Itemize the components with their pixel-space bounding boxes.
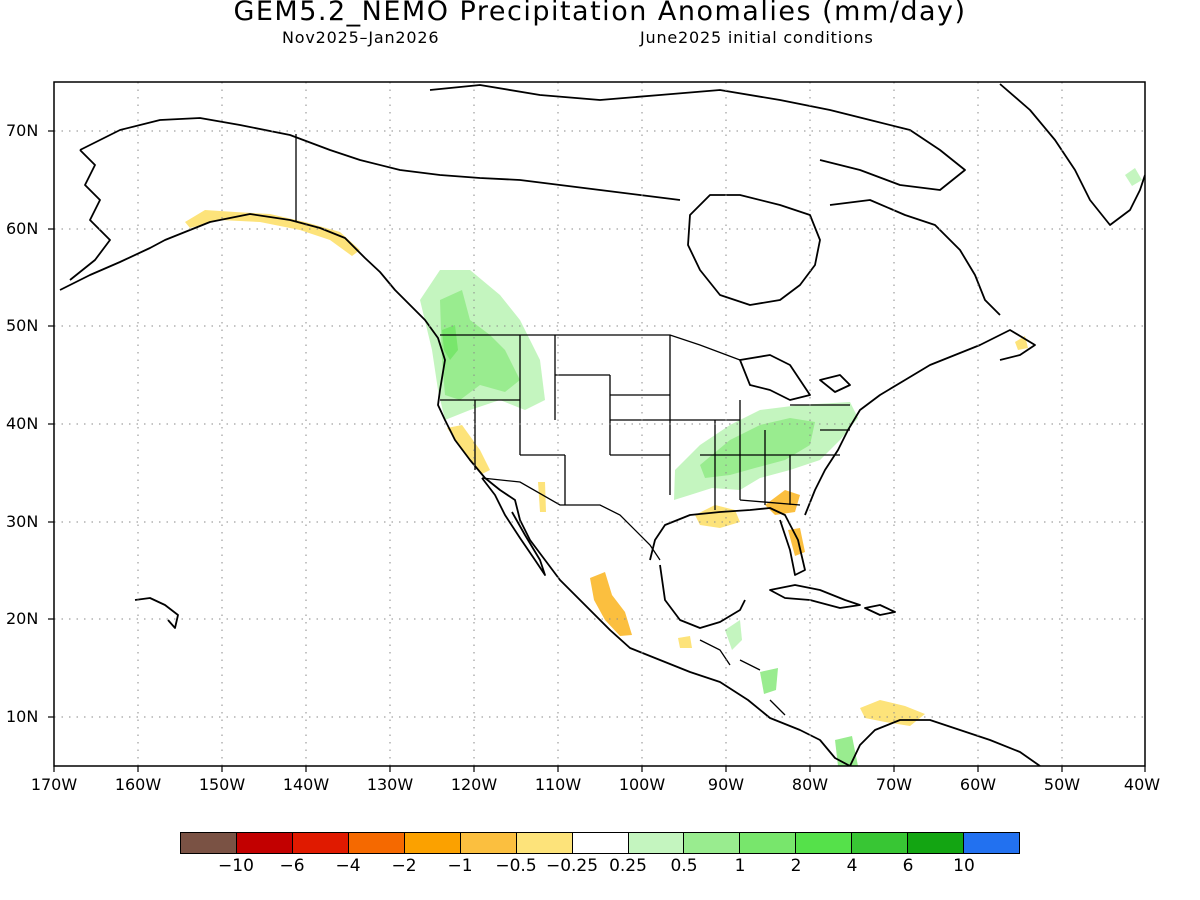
lon-label-160w: 160W [114, 775, 162, 794]
lon-label-110w: 110W [534, 775, 582, 794]
legend-label-7: 0.25 [609, 856, 647, 876]
panama-wet [835, 736, 858, 766]
legend-swatch-13 [908, 833, 965, 853]
legend-label-0: −10 [218, 856, 254, 876]
lat-label-10n: 10N [6, 707, 39, 726]
legend-label-12: 6 [902, 856, 914, 876]
north-america-outline [59, 213, 851, 766]
color-legend [180, 832, 1020, 854]
lat-label-20n: 20N [6, 609, 39, 628]
legend-swatch-14 [964, 833, 1020, 853]
yucatan [659, 564, 746, 629]
legend-label-9: 1 [734, 856, 746, 876]
legend-label-4: −1 [447, 856, 473, 876]
labrador-coast [829, 199, 1001, 316]
map-title: GEM5.2_NEMO Precipitation Anomalies (mm/… [233, 0, 967, 27]
lon-label-150w: 150W [198, 775, 246, 794]
legend-swatch-11 [796, 833, 853, 853]
legend-swatch-7 [572, 833, 629, 853]
us-state-lines-west [440, 335, 671, 505]
gulf-of-mexico-coast [649, 507, 806, 576]
lon-label-80w: 80W [791, 775, 829, 794]
lon-label-100w: 100W [618, 775, 666, 794]
legend-swatch-9 [684, 833, 741, 853]
cuba [769, 584, 861, 609]
nicaragua-wet [760, 668, 778, 694]
hispaniola [864, 604, 896, 616]
legend-label-6: −0.25 [545, 856, 599, 876]
political-borders [295, 134, 850, 716]
lat-label-30n: 30N [6, 512, 39, 531]
great-lakes [739, 354, 851, 401]
arctic-islands [429, 84, 966, 191]
legend-swatch-3 [348, 833, 405, 853]
ohio-tennessee-wet-core [700, 418, 815, 478]
western-mexico-dry [590, 572, 632, 636]
us-mexico-border [481, 477, 661, 561]
legend-swatch-1 [236, 833, 293, 853]
legend-label-11: 4 [846, 856, 858, 876]
axis-ticks [48, 130, 1146, 772]
lon-label-130w: 130W [366, 775, 414, 794]
initial-conditions: June2025 initial conditions [640, 28, 874, 47]
southern-alaska-dry [185, 210, 360, 256]
legend-label-1: −6 [279, 856, 305, 876]
legend-label-2: −4 [335, 856, 361, 876]
legend-swatch-2 [292, 833, 349, 853]
east-coast [804, 329, 1036, 516]
legend-swatch-6 [516, 833, 573, 853]
legend-swatch-8 [628, 833, 685, 853]
legend-swatch-5 [460, 833, 517, 853]
legend-swatch-0 [181, 833, 237, 853]
alaska-west [69, 149, 111, 281]
lon-label-40w: 40W [1123, 775, 1161, 794]
lon-label-90w: 90W [707, 775, 745, 794]
legend-label-10: 2 [790, 856, 802, 876]
forecast-period: Nov2025–Jan2026 [282, 28, 440, 47]
lat-label-70n: 70N [6, 121, 39, 140]
honduras-dry [678, 636, 692, 648]
pacific-northwest-wet-core [440, 290, 520, 400]
legend-label-5: −0.5 [495, 856, 537, 876]
hudson-bay [687, 194, 821, 306]
lon-label-70w: 70W [875, 775, 913, 794]
lon-label-50w: 50W [1043, 775, 1081, 794]
baja-california [481, 477, 546, 576]
arctic-coast [79, 117, 681, 201]
pacific-northwest-wet-max [442, 325, 458, 360]
central-america-wet [725, 620, 742, 650]
hawaii [134, 597, 179, 629]
lon-label-140w: 140W [282, 775, 330, 794]
lon-label-120w: 120W [450, 775, 498, 794]
legend-swatch-12 [852, 833, 909, 853]
coastlines [59, 83, 1145, 766]
us-state-lines-east [670, 400, 850, 510]
arizona-dry [538, 482, 546, 512]
california-dry [447, 425, 490, 474]
lat-label-40n: 40N [6, 414, 39, 433]
lat-label-50n: 50N [6, 316, 39, 335]
lon-label-60w: 60W [959, 775, 997, 794]
south-america [849, 719, 1041, 766]
legend-label-3: −2 [391, 856, 417, 876]
mexico-central-america-borders [699, 639, 786, 716]
greenland [999, 83, 1145, 226]
legend-labels: −10 −6 −4 −2 −1 −0.5 −0.25 0.25 0.5 1 2 4 6 10 [0, 856, 1200, 880]
legend-label-13: 10 [953, 856, 975, 876]
graticule [54, 82, 1145, 766]
lon-label-170w: 170W [30, 775, 78, 794]
legend-label-8: 0.5 [670, 856, 698, 876]
gulf-coast-dry-2 [765, 490, 800, 515]
lat-label-60n: 60N [6, 219, 39, 238]
greenland-wet [1125, 168, 1142, 186]
legend-swatch-4 [404, 833, 461, 853]
legend-swatch-10 [740, 833, 797, 853]
